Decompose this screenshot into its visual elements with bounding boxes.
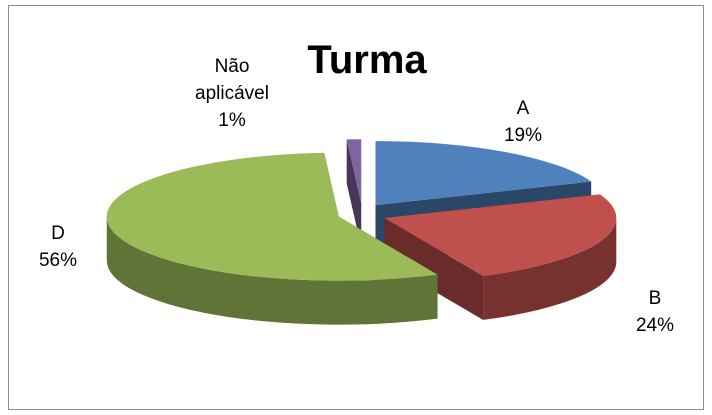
chart-title: Turma bbox=[307, 38, 427, 82]
value-label: 19% bbox=[503, 125, 543, 146]
slice-side bbox=[483, 217, 617, 320]
slice-wall bbox=[346, 139, 362, 248]
slice-wall bbox=[384, 217, 484, 320]
value-label: 56% bbox=[38, 250, 78, 271]
slice bbox=[375, 141, 592, 206]
slice bbox=[384, 194, 617, 276]
data-label: D 56% bbox=[3, 220, 113, 274]
slice bbox=[106, 152, 438, 281]
data-label: B 24% bbox=[600, 285, 710, 339]
category-label: Não aplicável bbox=[195, 56, 269, 104]
value-label: 1% bbox=[218, 110, 246, 131]
category-label: B bbox=[648, 288, 662, 309]
slice bbox=[346, 139, 362, 204]
data-label: Não aplicável 1% bbox=[187, 53, 277, 134]
value-label: 24% bbox=[635, 315, 675, 336]
category-label: A bbox=[516, 98, 530, 119]
category-label: D bbox=[51, 223, 65, 244]
data-label: A 19% bbox=[468, 95, 578, 149]
slice-side bbox=[106, 216, 438, 325]
